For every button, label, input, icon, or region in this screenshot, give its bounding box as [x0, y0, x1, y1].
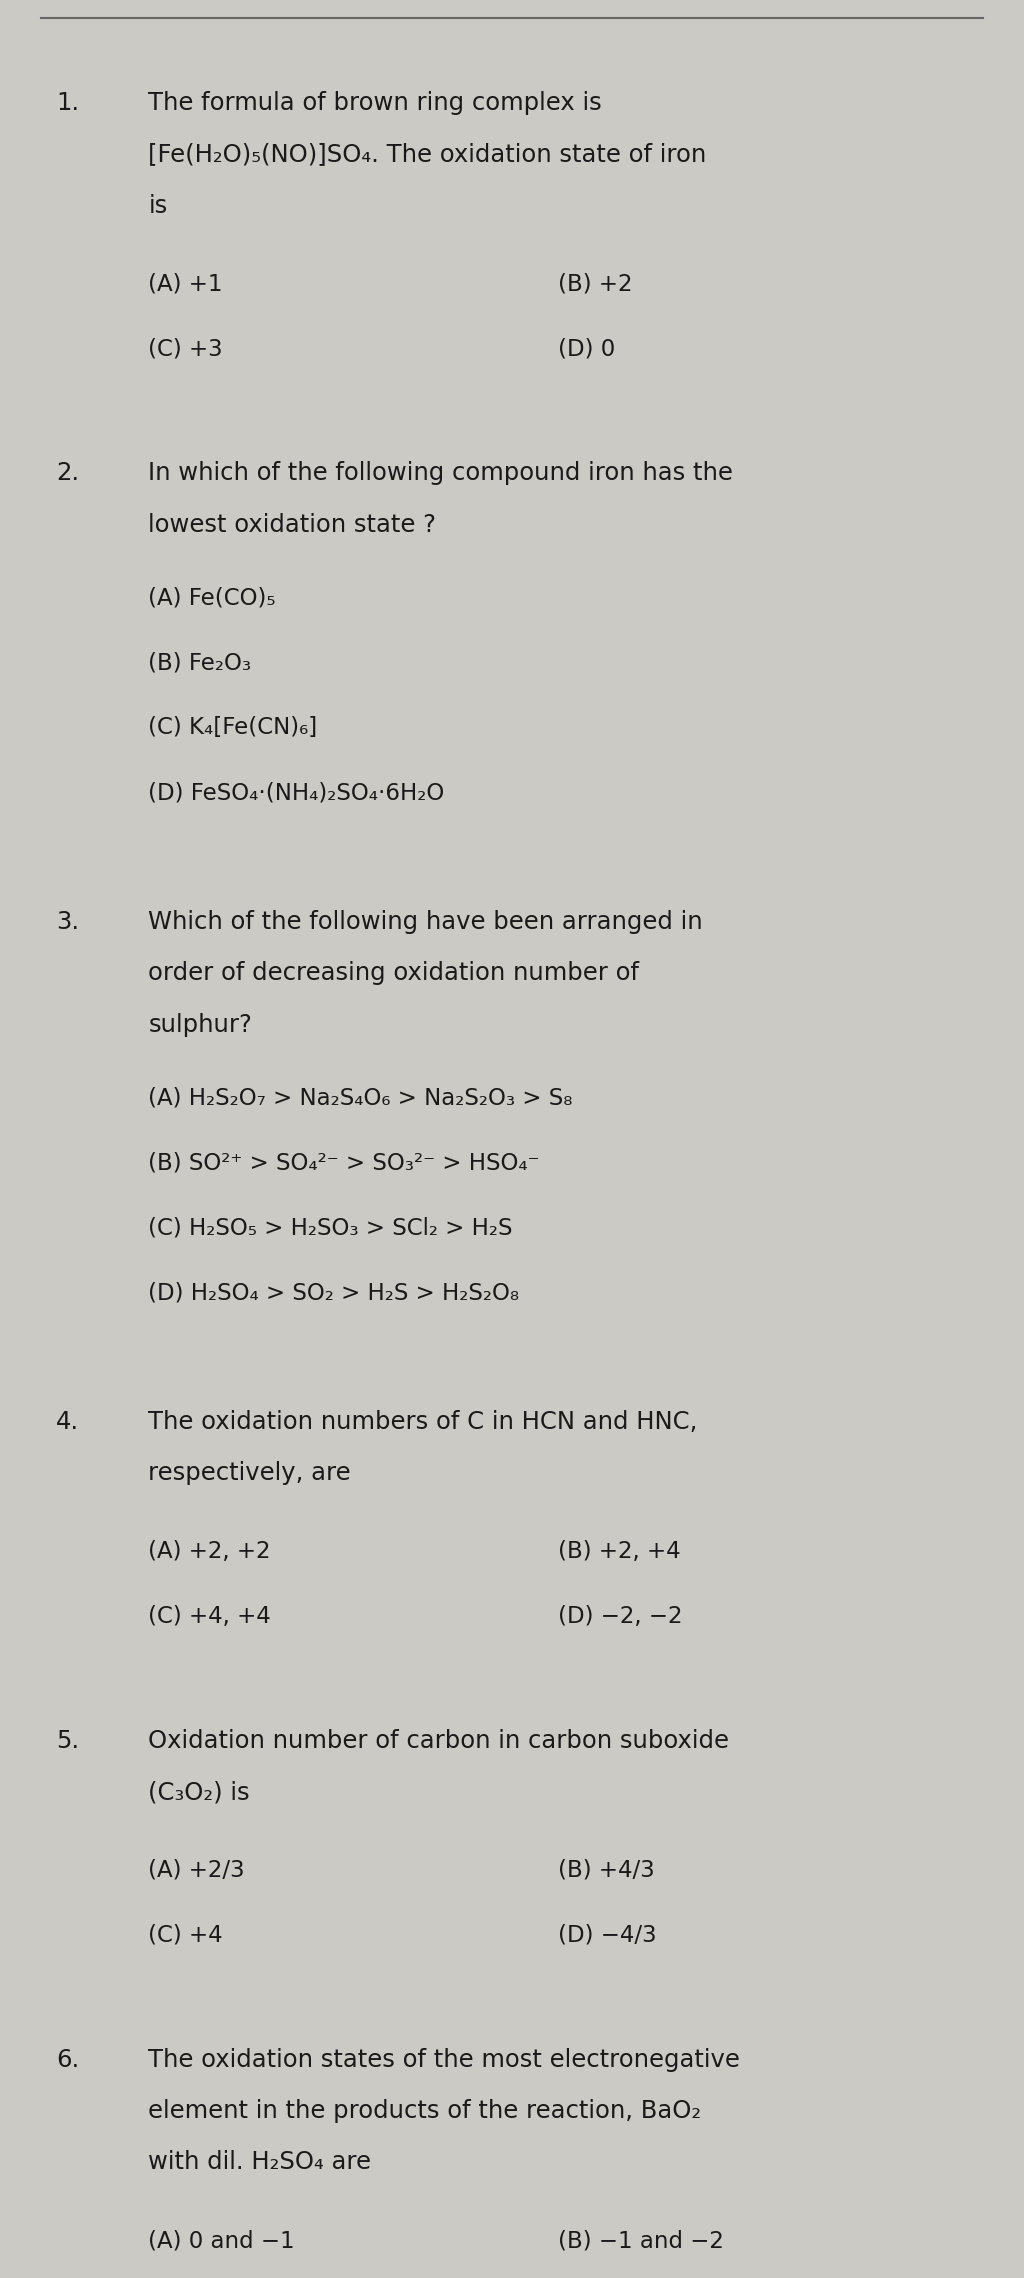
Text: (C) K₄[Fe(CN)₆]: (C) K₄[Fe(CN)₆]: [148, 715, 317, 740]
Text: (B) SO²⁺ > SO₄²⁻ > SO₃²⁻ > HSO₄⁻: (B) SO²⁺ > SO₄²⁻ > SO₃²⁻ > HSO₄⁻: [148, 1153, 540, 1175]
Text: 4.: 4.: [56, 1410, 80, 1435]
Text: 3.: 3.: [56, 909, 80, 934]
Text: element in the products of the reaction, BaO₂: element in the products of the reaction,…: [148, 2098, 701, 2123]
Text: (B) −1 and −2: (B) −1 and −2: [558, 2228, 724, 2253]
Text: (B) +2: (B) +2: [558, 273, 633, 296]
Text: The formula of brown ring complex is: The formula of brown ring complex is: [148, 91, 602, 116]
Text: with dil. H₂SO₄ are: with dil. H₂SO₄ are: [148, 2150, 372, 2175]
Text: is: is: [148, 194, 168, 219]
Text: order of decreasing oxidation number of: order of decreasing oxidation number of: [148, 961, 639, 986]
Text: (A) H₂S₂O₇ > Na₂S₄O₆ > Na₂S₂O₃ > S₈: (A) H₂S₂O₇ > Na₂S₄O₆ > Na₂S₂O₃ > S₈: [148, 1087, 573, 1109]
Text: [Fe(H₂O)₅(NO)]SO₄. The oxidation state of iron: [Fe(H₂O)₅(NO)]SO₄. The oxidation state o…: [148, 141, 707, 166]
Text: sulphur?: sulphur?: [148, 1011, 252, 1036]
Text: 6.: 6.: [56, 2048, 80, 2073]
Text: (D) FeSO₄·(NH₄)₂SO₄·6H₂O: (D) FeSO₄·(NH₄)₂SO₄·6H₂O: [148, 781, 444, 804]
Text: (D) −2, −2: (D) −2, −2: [558, 1604, 683, 1629]
Text: (B) Fe₂O₃: (B) Fe₂O₃: [148, 652, 252, 674]
Text: (C) +4: (C) +4: [148, 1923, 223, 1948]
Text: (D) 0: (D) 0: [558, 337, 615, 360]
Text: lowest oxidation state ?: lowest oxidation state ?: [148, 513, 436, 538]
Text: The oxidation numbers of C in HCN and HNC,: The oxidation numbers of C in HCN and HN…: [148, 1410, 697, 1435]
Text: In which of the following compound iron has the: In which of the following compound iron …: [148, 460, 733, 485]
Text: (A) +1: (A) +1: [148, 273, 223, 296]
Text: (C) +3: (C) +3: [148, 337, 223, 360]
Text: (A) Fe(CO)₅: (A) Fe(CO)₅: [148, 588, 276, 611]
Text: Which of the following have been arranged in: Which of the following have been arrange…: [148, 909, 703, 934]
Text: (B) +2, +4: (B) +2, +4: [558, 1540, 681, 1563]
Text: The oxidation states of the most electronegative: The oxidation states of the most electro…: [148, 2048, 740, 2073]
Text: (D) −4/3: (D) −4/3: [558, 1923, 656, 1948]
Text: respectively, are: respectively, are: [148, 1462, 351, 1485]
Text: (C₃O₂) is: (C₃O₂) is: [148, 1779, 250, 1804]
Text: 1.: 1.: [56, 91, 80, 116]
Text: 2.: 2.: [56, 460, 80, 485]
Text: (C) H₂SO₅ > H₂SO₃ > SCl₂ > H₂S: (C) H₂SO₅ > H₂SO₃ > SCl₂ > H₂S: [148, 1216, 513, 1239]
Text: (D) H₂SO₄ > SO₂ > H₂S > H₂S₂O₈: (D) H₂SO₄ > SO₂ > H₂S > H₂S₂O₈: [148, 1280, 519, 1305]
Text: (B) +4/3: (B) +4/3: [558, 1859, 654, 1882]
Text: 5.: 5.: [56, 1729, 80, 1754]
Text: (A) +2/3: (A) +2/3: [148, 1859, 245, 1882]
Text: (C) +4, +4: (C) +4, +4: [148, 1604, 271, 1629]
Text: Oxidation number of carbon in carbon suboxide: Oxidation number of carbon in carbon sub…: [148, 1729, 729, 1754]
Text: (A) +2, +2: (A) +2, +2: [148, 1540, 271, 1563]
Text: (A) 0 and −1: (A) 0 and −1: [148, 2228, 295, 2253]
